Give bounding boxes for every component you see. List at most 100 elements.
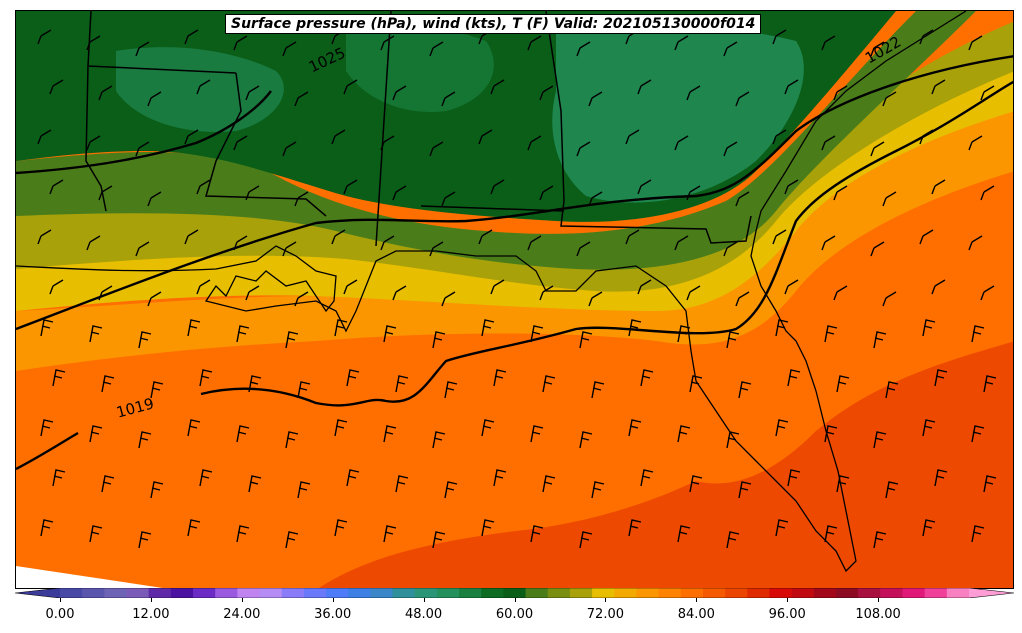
wind-barb xyxy=(490,179,505,195)
wind-barb xyxy=(150,481,164,499)
colorbar-segment xyxy=(193,588,216,598)
wind-barb xyxy=(49,279,64,295)
wind-barb xyxy=(490,279,505,295)
wind-barb xyxy=(824,525,838,543)
wind-barb xyxy=(833,285,848,301)
wind-barb xyxy=(971,425,985,443)
wind-barb xyxy=(89,525,103,543)
wind-barb xyxy=(821,35,836,51)
wind-barb xyxy=(539,285,554,301)
colorbar-segment xyxy=(170,588,194,598)
colorbar-segment xyxy=(791,588,815,598)
wind-barb xyxy=(245,185,260,201)
wind-barb xyxy=(138,431,152,449)
colorbar-segment xyxy=(481,588,504,598)
wind-barb xyxy=(530,325,544,343)
wind-barb xyxy=(199,369,213,387)
wind-barb xyxy=(637,79,652,95)
colorbar-segment xyxy=(592,588,615,598)
wind-barb xyxy=(588,291,603,307)
wind-barb xyxy=(49,179,64,195)
wind-barb xyxy=(723,141,738,157)
wind-barb xyxy=(481,319,495,337)
wind-barb xyxy=(677,325,691,343)
wind-barb xyxy=(885,481,899,499)
wind-barb xyxy=(199,469,213,487)
wind-barb xyxy=(775,419,789,437)
wind-barb xyxy=(37,129,52,145)
wind-barb xyxy=(836,475,850,493)
colorbar-segment xyxy=(747,588,770,598)
wind-barb xyxy=(343,179,358,195)
colorbar-segment xyxy=(902,588,926,598)
colorbar-segment xyxy=(658,588,682,598)
wind-barb xyxy=(576,241,591,257)
colorbar-segment xyxy=(946,588,970,598)
wind-barb xyxy=(334,319,348,337)
wind-barb xyxy=(686,185,701,201)
wind-barb xyxy=(689,375,703,393)
wind-barb xyxy=(971,525,985,543)
wind-barb xyxy=(89,425,103,443)
wind-barb xyxy=(539,85,554,101)
colorbar-arrow-right xyxy=(969,588,1014,598)
wind-barb xyxy=(135,141,150,157)
wind-barb xyxy=(294,91,309,107)
wind-barb xyxy=(294,191,309,207)
wind-barb xyxy=(150,381,164,399)
wind-barb xyxy=(677,425,691,443)
wind-barb xyxy=(245,85,260,101)
wind-barb xyxy=(723,241,738,257)
wind-barb xyxy=(674,35,689,51)
wind-barb xyxy=(196,279,211,295)
isobar-1019 xyxy=(200,80,1013,407)
wind-barb xyxy=(429,241,444,257)
colorbar-segment xyxy=(215,588,238,598)
wind-barb xyxy=(86,35,101,51)
colorbar-tick-label: 48.00 xyxy=(404,607,443,622)
wind-barb xyxy=(395,375,409,393)
wind-barb xyxy=(383,425,397,443)
wind-barb xyxy=(343,79,358,95)
wind-barb xyxy=(285,531,299,549)
wind-barb xyxy=(971,325,985,343)
colorbar-segment xyxy=(148,588,172,598)
wind-barb xyxy=(101,375,115,393)
wind-barb xyxy=(686,85,701,101)
wind-barb xyxy=(52,469,66,487)
colorbar-segment xyxy=(326,588,349,598)
colorbar-tick-mark xyxy=(514,598,516,602)
wind-barb xyxy=(444,481,458,499)
wind-barb xyxy=(726,331,740,349)
wind-barb xyxy=(870,241,885,257)
wind-barb xyxy=(441,191,456,207)
colorbar-tick-label: 84.00 xyxy=(677,607,715,622)
temp-band-green-patch-3 xyxy=(346,25,494,112)
wind-barb xyxy=(625,129,640,145)
wind-barb xyxy=(493,469,507,487)
wind-barb xyxy=(934,469,948,487)
wind-barb xyxy=(478,129,493,145)
wind-barb xyxy=(640,469,654,487)
wind-barb xyxy=(579,331,593,349)
colorbar-tick-label: 108.00 xyxy=(855,607,901,622)
colorbar-segment xyxy=(835,588,859,598)
wind-barb xyxy=(919,129,934,145)
colorbar-tick-mark xyxy=(60,598,61,602)
wind-barb xyxy=(383,325,397,343)
colorbar-tick-mark xyxy=(423,598,425,602)
wind-barb xyxy=(527,235,542,251)
wind-barb xyxy=(726,431,740,449)
wind-barb xyxy=(432,331,446,349)
wind-barb xyxy=(331,129,346,145)
wind-barb xyxy=(784,279,799,295)
wind-barb xyxy=(628,419,642,437)
colorbar-tick-label: 12.00 xyxy=(132,607,170,622)
wind-barb xyxy=(184,129,199,145)
coastline xyxy=(16,11,967,573)
wind-barb xyxy=(236,425,250,443)
wind-barb xyxy=(784,179,799,195)
wind-barb xyxy=(882,191,897,207)
colorbar-segment xyxy=(503,588,527,598)
wind-barb xyxy=(919,229,934,245)
